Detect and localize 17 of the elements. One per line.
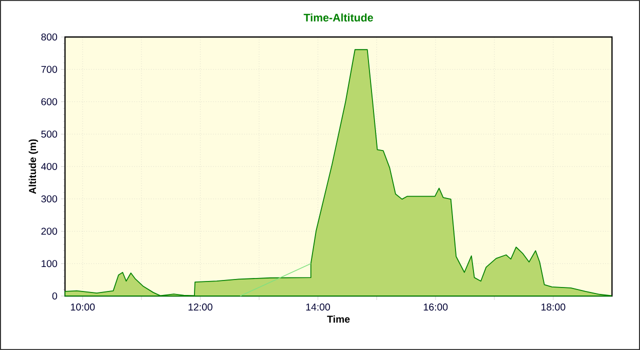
y-tick-label: 100 — [42, 260, 58, 268]
y-tick-label: 700 — [41, 66, 58, 73]
x-tick-label: 10:00 — [70, 304, 95, 311]
x-tick-label: 14:00 — [306, 304, 330, 311]
y-tick-label: 300 — [41, 195, 58, 202]
chart-title: Time-Altitude — [304, 13, 374, 22]
x-tick-label: 16:00 — [424, 304, 448, 311]
y-tick-label: 800 — [41, 33, 58, 41]
y-tick-label: 500 — [41, 130, 58, 138]
y-tick-label: 200 — [41, 228, 58, 235]
y-tick-label: 600 — [41, 98, 58, 106]
x-axis-title: Time — [327, 315, 350, 323]
y-axis-title: Altitude (m) — [28, 139, 38, 194]
y-tick-label: 0 — [52, 292, 58, 300]
x-tick-label: 18:00 — [541, 304, 566, 311]
x-tick-label: 12:00 — [188, 304, 212, 311]
y-tick-label: 400 — [41, 162, 58, 170]
